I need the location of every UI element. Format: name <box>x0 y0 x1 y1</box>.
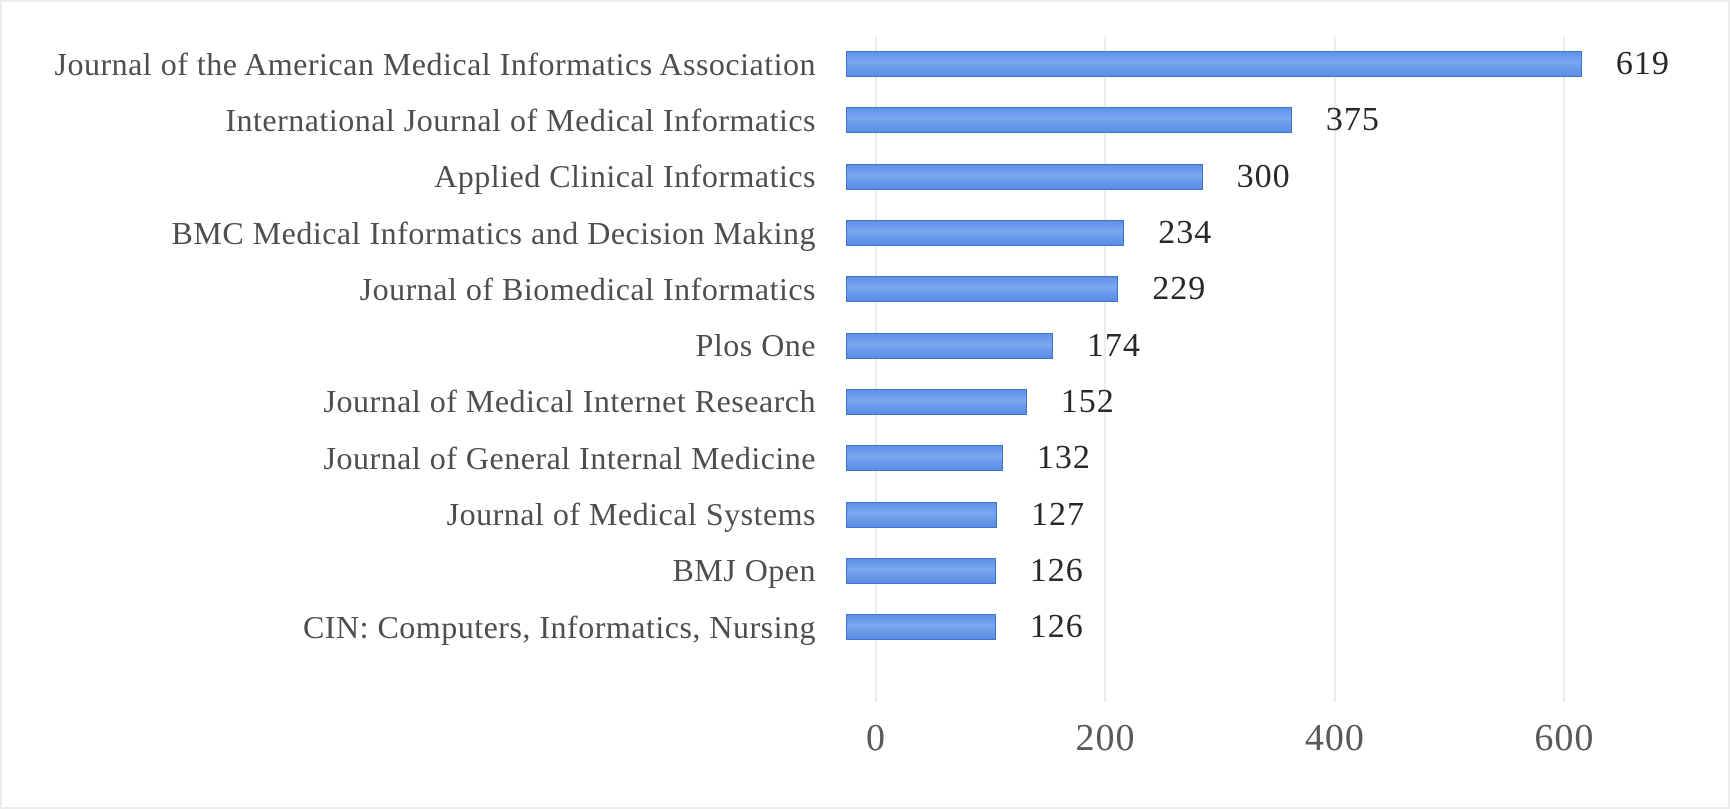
category-label: Journal of Medical Internet Research <box>323 383 816 420</box>
bar <box>846 51 1582 78</box>
bar-row: Journal of General Internal Medicine 132 <box>2 430 1702 486</box>
category-label: Journal of Biomedical Informatics <box>359 270 816 307</box>
bar-row: International Journal of Medical Informa… <box>2 92 1702 148</box>
value-label: 174 <box>1086 326 1141 364</box>
bar-track: 126 <box>846 543 1702 599</box>
bar-row: Journal of Medical Internet Research 152 <box>2 374 1702 430</box>
value-label: 132 <box>1036 439 1091 477</box>
bar <box>846 557 996 584</box>
category-label: BMC Medical Informatics and Decision Mak… <box>171 214 816 251</box>
bar <box>846 388 1027 415</box>
category-label: CIN: Computers, Informatics, Nursing <box>302 608 816 645</box>
bar-track: 375 <box>846 92 1702 148</box>
bar-track: 132 <box>846 430 1702 486</box>
bar-rows: Journal of the American Medical Informat… <box>2 36 1702 655</box>
bar <box>846 614 996 641</box>
x-tick-0: 0 <box>866 717 886 759</box>
bar-track: 619 <box>846 36 1702 92</box>
value-label: 375 <box>1325 101 1380 139</box>
bar <box>846 163 1203 190</box>
bar <box>846 332 1053 359</box>
bar-row: Journal of the American Medical Informat… <box>2 36 1702 92</box>
value-label: 126 <box>1029 608 1084 646</box>
category-label: Journal of Medical Systems <box>446 496 816 533</box>
value-label: 229 <box>1152 270 1207 308</box>
category-label: BMJ Open <box>672 552 816 589</box>
bar-row: Journal of Biomedical Informatics 229 <box>2 261 1702 317</box>
bar-row: Journal of Medical Systems 127 <box>2 486 1702 542</box>
bar-track: 300 <box>846 149 1702 205</box>
bar-row: Plos One 174 <box>2 317 1702 373</box>
bar-track: 126 <box>846 599 1702 655</box>
value-label: 234 <box>1158 214 1213 252</box>
bar-track: 152 <box>846 374 1702 430</box>
category-label: International Journal of Medical Informa… <box>225 101 816 138</box>
bar-track: 127 <box>846 486 1702 542</box>
x-axis: 0 200 400 600 <box>866 716 1702 772</box>
bar-track: 234 <box>846 205 1702 261</box>
bar-row: CIN: Computers, Informatics, Nursing 126 <box>2 599 1702 655</box>
x-tick-600: 600 <box>1534 717 1595 759</box>
category-label: Plos One <box>695 327 816 364</box>
category-label: Journal of General Internal Medicine <box>323 439 816 476</box>
bar <box>846 107 1292 134</box>
bar-track: 174 <box>846 317 1702 373</box>
value-label: 152 <box>1060 382 1115 420</box>
x-tick-400: 400 <box>1304 717 1365 759</box>
bar-track: 229 <box>846 261 1702 317</box>
bar-row: Applied Clinical Informatics 300 <box>2 149 1702 205</box>
value-label: 126 <box>1029 551 1084 589</box>
value-label: 127 <box>1030 495 1085 533</box>
x-tick-200: 200 <box>1075 717 1136 759</box>
bar <box>846 220 1125 247</box>
category-label: Applied Clinical Informatics <box>434 158 816 195</box>
bar-row: BMJ Open 126 <box>2 543 1702 599</box>
bar <box>846 501 997 528</box>
category-label: Journal of the American Medical Informat… <box>54 45 816 82</box>
value-label: 300 <box>1236 157 1291 195</box>
bar <box>846 276 1119 303</box>
bar <box>846 445 1003 472</box>
value-label: 619 <box>1615 45 1670 83</box>
bar-row: BMC Medical Informatics and Decision Mak… <box>2 205 1702 261</box>
